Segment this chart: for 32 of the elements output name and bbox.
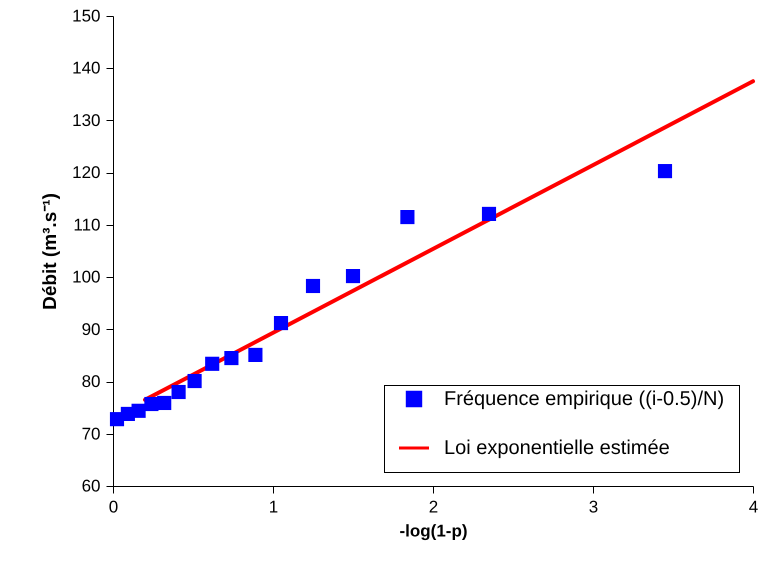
x-tick-label: 2 [428, 498, 438, 516]
legend-label: Loi exponentielle estimée [444, 437, 670, 459]
y-axis-title: Débit (m³.s⁻¹) [40, 193, 62, 310]
legend-label: Fréquence empirique ((i-0.5)/N) [444, 388, 724, 410]
y-tick-label: 70 [82, 424, 100, 444]
point [274, 316, 288, 330]
point [188, 374, 202, 388]
y-tick-label: 150 [72, 6, 100, 26]
point [482, 206, 496, 221]
x-tick-label: 1 [268, 498, 278, 516]
point [400, 210, 414, 224]
y-tick-label: 110 [73, 215, 100, 234]
x-tick-label: 0 [108, 498, 118, 516]
y-tick-label: 60 [82, 476, 100, 496]
point [306, 278, 320, 294]
point [224, 350, 238, 366]
y-tick-label: 120 [72, 163, 100, 182]
y-tick-label: 130 [72, 110, 100, 130]
y-tick-label: 140 [72, 58, 100, 78]
point [346, 268, 360, 284]
point [172, 384, 186, 400]
point [658, 164, 672, 178]
point [248, 348, 262, 362]
y-tick-label: 100 [72, 268, 100, 287]
point [132, 404, 146, 418]
x-axis-title: -log(1-p) [400, 522, 468, 540]
y-tick-label: 90 [82, 320, 100, 339]
point [157, 396, 172, 410]
x-tick-label: 4 [748, 498, 758, 516]
x-tick-label: 3 [588, 498, 598, 516]
point [205, 356, 220, 371]
y-tick-label: 80 [82, 372, 100, 392]
